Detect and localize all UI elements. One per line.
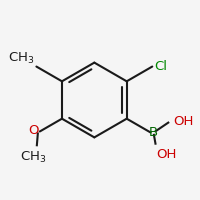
Text: OH: OH	[156, 148, 177, 161]
Text: CH$_3$: CH$_3$	[8, 50, 34, 66]
Text: CH$_3$: CH$_3$	[20, 150, 46, 165]
Text: B: B	[149, 126, 158, 139]
Text: Cl: Cl	[154, 60, 167, 73]
Text: OH: OH	[173, 115, 194, 128]
Text: O: O	[28, 124, 39, 137]
